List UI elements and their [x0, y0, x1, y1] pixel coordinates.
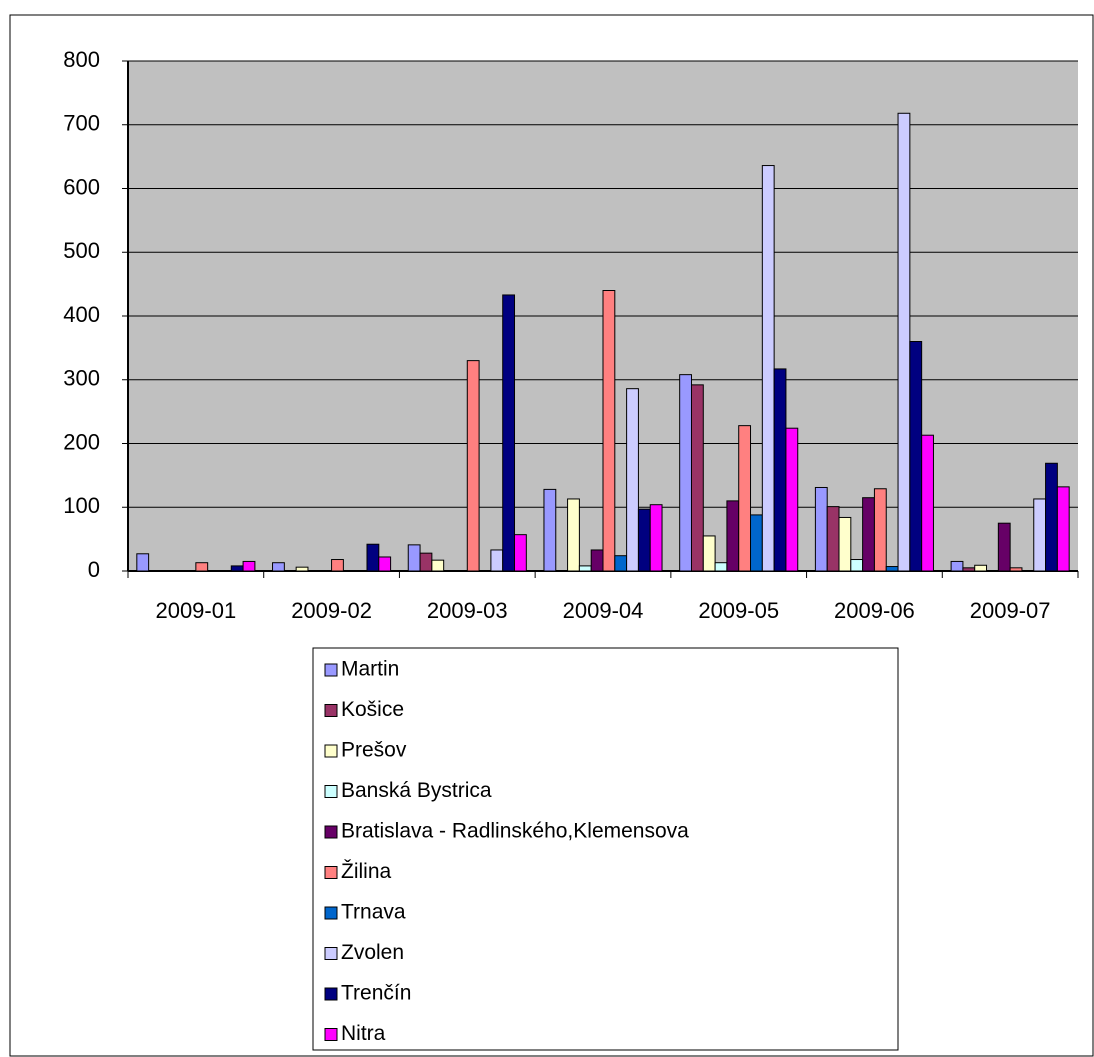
bar: [272, 562, 285, 572]
bar: [962, 567, 976, 572]
bar: [909, 341, 923, 572]
bar: [242, 560, 256, 572]
legend-swatch: [324, 906, 338, 920]
legend-label: Trnava: [341, 901, 406, 924]
bar: [230, 565, 244, 572]
bar: [614, 555, 628, 572]
legend-swatch: [324, 866, 338, 879]
bar: [873, 488, 887, 572]
legend-label: Žilina: [341, 860, 392, 883]
bar: [295, 566, 309, 572]
legend-swatch: [324, 744, 338, 758]
bar: [738, 425, 752, 572]
legend-swatch: [324, 947, 338, 960]
bar: [649, 504, 663, 572]
bar: [419, 552, 433, 572]
bar: [590, 549, 604, 572]
bar: [602, 290, 616, 572]
legend-label: Trenčín: [341, 982, 411, 1005]
bar: [466, 360, 480, 572]
legend-box: [312, 647, 899, 1051]
legend-swatch: [324, 1028, 338, 1041]
bar: [136, 553, 150, 572]
bar: [690, 384, 704, 572]
bar: [578, 565, 592, 572]
bar: [679, 374, 692, 572]
legend-label: Prešov: [341, 739, 407, 762]
legend-swatch: [324, 704, 338, 717]
bar: [567, 498, 580, 572]
y-tick-label: 800: [63, 47, 100, 72]
bar: [1056, 486, 1070, 572]
bar: [773, 368, 787, 572]
y-tick-label: 200: [63, 429, 100, 454]
bar: [331, 559, 344, 572]
y-tick-label: 0: [88, 557, 100, 582]
bar: [921, 434, 934, 572]
legend-swatch: [324, 663, 338, 677]
legend-swatch: [324, 785, 338, 798]
x-tick-label: 2009-05: [698, 598, 779, 623]
bar: [714, 562, 728, 572]
bar: [1033, 498, 1047, 572]
legend-label: Zvolen: [341, 941, 404, 964]
x-tick-label: 2009-04: [563, 598, 644, 623]
bar: [785, 427, 799, 572]
x-tick-label: 2009-06: [834, 598, 915, 623]
bar: [814, 486, 828, 572]
bar: [626, 388, 639, 572]
bar: [431, 559, 445, 572]
bar: [490, 549, 504, 572]
bar: [726, 500, 740, 572]
x-tick-label: 2009-02: [291, 598, 372, 623]
bar: [366, 543, 380, 572]
bar: [838, 516, 852, 572]
x-tick-label: 2009-07: [970, 598, 1051, 623]
bar: [897, 112, 911, 572]
x-tick-label: 2009-01: [155, 598, 236, 623]
y-tick-label: 400: [63, 302, 100, 327]
bar: [826, 506, 840, 572]
bar: [750, 514, 763, 572]
bar: [514, 534, 527, 572]
legend-swatch: [324, 987, 338, 1001]
y-tick-label: 500: [63, 238, 100, 263]
bar: [850, 559, 864, 572]
legend-label: Nitra: [341, 1022, 386, 1045]
y-tick-label: 600: [63, 174, 100, 199]
legend-label: Martin: [341, 658, 399, 681]
y-tick-label: 100: [63, 493, 100, 518]
legend-label: Bratislava - Radlinského,Klemensova: [341, 820, 689, 843]
bar: [997, 522, 1011, 572]
bar: [637, 508, 651, 572]
bar: [761, 165, 775, 572]
y-tick-label: 300: [63, 366, 100, 391]
bar: [950, 560, 964, 572]
bar: [1009, 567, 1023, 572]
bar: [974, 564, 988, 572]
bar: [543, 488, 557, 572]
x-tick-label: 2009-03: [427, 598, 508, 623]
bar: [1045, 462, 1058, 572]
bar: [862, 497, 875, 572]
y-tick-label: 700: [63, 111, 100, 136]
bar: [195, 562, 209, 572]
legend-label: Banská Bystrica: [341, 779, 492, 802]
legend-label: Košice: [341, 698, 404, 721]
bar: [407, 544, 421, 572]
legend-swatch: [324, 825, 338, 839]
bar: [702, 535, 716, 572]
bar: [378, 556, 392, 572]
bar: [502, 294, 516, 572]
bar: [885, 566, 899, 572]
